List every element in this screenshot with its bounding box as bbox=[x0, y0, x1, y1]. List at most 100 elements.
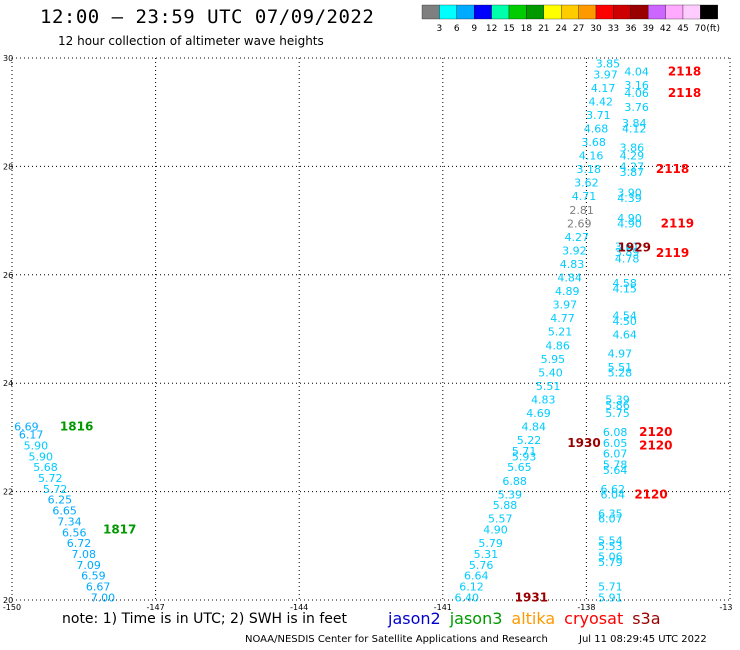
time-label: 2118 bbox=[668, 86, 701, 100]
swh-value-label: 5.79 bbox=[598, 556, 623, 569]
satellite-legend: jason2 jason3 altika cryosat s3a bbox=[388, 609, 670, 628]
swh-value-label: 4.90 bbox=[617, 212, 642, 225]
swh-value-label: 6.62 bbox=[600, 483, 625, 496]
time-label: 2119 bbox=[661, 216, 694, 230]
swh-value-label: 3.92 bbox=[562, 244, 587, 257]
x-tick-label: -150 bbox=[3, 603, 21, 612]
legend-swatch bbox=[682, 4, 701, 20]
axis-labels: 20 22 24 26 28 30 -150 -147 -144 -141 -138 -13 bbox=[3, 54, 733, 612]
swh-value-label: 6.07 bbox=[598, 513, 623, 526]
legend-swatch bbox=[508, 4, 527, 20]
swh-value-label: 5.22 bbox=[517, 434, 542, 447]
legend-swatch bbox=[421, 4, 440, 20]
swh-value-label: 3.89 bbox=[615, 246, 640, 259]
legend-tick-label: 18 bbox=[521, 24, 533, 34]
legend-swatch bbox=[456, 4, 475, 20]
swh-value-label: 4.27 bbox=[565, 231, 590, 244]
legend-tick-label: 3 bbox=[437, 24, 443, 34]
legend-swatch bbox=[491, 4, 510, 20]
legend-swatch bbox=[526, 4, 544, 20]
swh-value-label: 2.81 bbox=[569, 204, 594, 217]
time-label: 2120 bbox=[639, 439, 672, 453]
swh-value-label: 5.91 bbox=[598, 591, 623, 604]
swh-value-label: 3.86 bbox=[620, 141, 645, 154]
swh-value-label: 3.71 bbox=[586, 109, 611, 122]
swh-value-label: 4.04 bbox=[624, 66, 649, 79]
swh-value-label: 5.75 bbox=[605, 407, 630, 420]
swh-value-label: 4.42 bbox=[589, 95, 614, 108]
swh-value-label: 5.53 bbox=[598, 540, 623, 553]
legend-swatch bbox=[595, 4, 614, 20]
swh-value-label: 4.86 bbox=[545, 339, 570, 352]
swh-value-label: 4.78 bbox=[615, 253, 640, 266]
swh-value-label: 4.97 bbox=[608, 347, 633, 360]
time-labels: 1816 1817 1930 1929 1931 2118 2118 2118 2119 2119… bbox=[60, 65, 701, 605]
chart-note: note: 1) Time is in UTC; 2) SWH is in fe… bbox=[62, 611, 348, 627]
swh-value-label: 4.64 bbox=[612, 328, 637, 341]
swh-value-label: 3.68 bbox=[581, 136, 606, 149]
satellite-altika: altika bbox=[511, 609, 556, 628]
time-label: 2120 bbox=[639, 425, 672, 439]
swh-value-label: 5.51 bbox=[608, 361, 633, 374]
time-label: 1817 bbox=[103, 523, 136, 537]
time-label: 1929 bbox=[618, 241, 651, 255]
swh-value-label: 5.88 bbox=[493, 499, 518, 512]
swh-value-label: 4.12 bbox=[622, 122, 647, 135]
legend-swatch bbox=[648, 4, 666, 20]
satellite-cryosat: cryosat bbox=[564, 609, 624, 628]
swh-value-label: 4.16 bbox=[579, 150, 604, 163]
swh-value-label: 4.84 bbox=[557, 272, 582, 285]
swh-value-label: 3.87 bbox=[620, 166, 645, 179]
legend-swatch bbox=[561, 4, 579, 20]
legend-swatch bbox=[543, 4, 562, 20]
swh-value-label: 6.12 bbox=[459, 580, 484, 593]
swh-value-label: 5.79 bbox=[478, 537, 503, 550]
swh-value-label: 4.68 bbox=[584, 122, 609, 135]
swh-value-label: 3.90 bbox=[617, 186, 642, 199]
swh-value-label: 6.05 bbox=[603, 437, 628, 450]
y-tick-label: 28 bbox=[3, 162, 13, 171]
swh-value-label: 3.85 bbox=[596, 57, 621, 70]
satellite-s3a: s3a bbox=[632, 609, 661, 628]
swh-value-label: 5.21 bbox=[548, 326, 573, 339]
swh-value-label: 4.84 bbox=[521, 421, 546, 434]
legend-tick-label: 70 bbox=[695, 24, 707, 34]
swh-value-label: 4.39 bbox=[617, 192, 642, 205]
legend-tick-label: 45 bbox=[677, 24, 688, 34]
legend-swatch bbox=[630, 4, 649, 20]
legend-tick-label: 33 bbox=[608, 24, 619, 34]
swh-value-label: 6.35 bbox=[598, 507, 623, 520]
chart-title: 12:00 – 23:59 UTC 07/09/2022 bbox=[40, 6, 375, 28]
swh-value-label: 7.08 bbox=[72, 548, 97, 561]
swh-value-label: 5.57 bbox=[488, 513, 513, 526]
swh-value-label: 3.76 bbox=[624, 101, 649, 114]
legend-swatch bbox=[578, 4, 597, 20]
swh-value-label: 6.65 bbox=[52, 505, 77, 518]
swh-value-label: 4.83 bbox=[531, 393, 556, 406]
y-tick-label: 20 bbox=[3, 596, 13, 605]
legend-tick-label: 6 bbox=[454, 24, 460, 34]
legend-swatch bbox=[474, 4, 492, 20]
swh-value-label: 5.78 bbox=[603, 459, 628, 472]
swh-value-label: 4.69 bbox=[526, 407, 551, 420]
swh-value-label: 5.86 bbox=[605, 399, 630, 412]
legend-swatch bbox=[439, 4, 457, 20]
satellite-jason2: jason2 bbox=[388, 609, 441, 628]
x-tick-label: -144 bbox=[290, 603, 308, 612]
swh-value-label: 6.69 bbox=[14, 421, 39, 434]
swh-value-label: 6.07 bbox=[603, 448, 628, 461]
swh-value-label: 4.90 bbox=[617, 217, 642, 230]
chart-subtitle: 12 hour collection of altimeter wave hei… bbox=[58, 34, 324, 48]
swh-value-label: 3.62 bbox=[574, 177, 599, 190]
swh-value-label: 6.64 bbox=[464, 570, 489, 583]
legend-swatch bbox=[665, 4, 684, 20]
swh-value-label: 4.58 bbox=[612, 277, 637, 290]
swh-value-label: 6.59 bbox=[81, 570, 106, 583]
swh-value-label: 3.84 bbox=[622, 117, 647, 130]
swh-value-label: 5.90 bbox=[28, 450, 53, 463]
swh-value-label: 3.97 bbox=[553, 299, 578, 312]
legend-tick-label: 9 bbox=[471, 24, 477, 34]
y-tick-label: 26 bbox=[3, 271, 13, 280]
swh-value-label: 4.90 bbox=[483, 524, 508, 537]
